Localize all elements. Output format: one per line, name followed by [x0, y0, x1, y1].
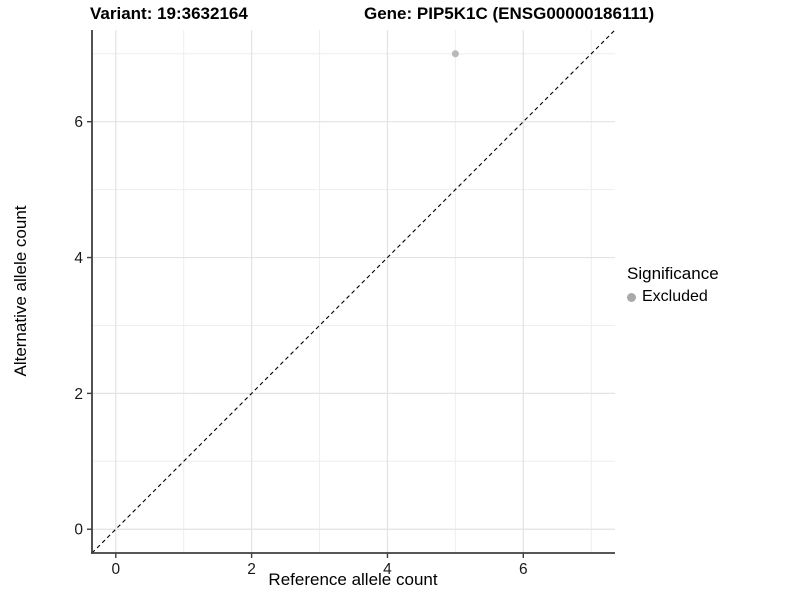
svg-text:6: 6: [74, 114, 83, 131]
svg-text:0: 0: [111, 561, 120, 578]
variant-title: Variant: 19:3632164: [90, 4, 248, 23]
svg-text:2: 2: [74, 386, 83, 403]
svg-text:0: 0: [74, 522, 83, 539]
legend-entry-excluded: Excluded: [627, 288, 719, 306]
svg-text:4: 4: [383, 561, 392, 578]
svg-text:6: 6: [519, 561, 528, 578]
axis-ticks: [87, 120, 525, 558]
grid-major: [92, 30, 615, 553]
legend-point-icon: [627, 292, 636, 302]
y-tick-labels: 0 2 4 6: [74, 114, 83, 539]
legend: Significance Excluded: [627, 263, 719, 306]
x-tick-labels: 0 2 4 6: [111, 561, 527, 578]
legend-title: Significance: [627, 264, 719, 283]
x-axis-title: Reference allele count: [268, 570, 438, 589]
axis-lines: [91, 30, 615, 554]
gene-title: Gene: PIP5K1C (ENSG00000186111): [364, 4, 655, 23]
legend-entry-label: Excluded: [642, 288, 708, 305]
svg-text:4: 4: [74, 250, 83, 267]
data-point-excluded: [451, 50, 459, 58]
svg-text:2: 2: [247, 561, 256, 578]
grid-minor: [92, 30, 615, 553]
identity-line: [91, 29, 616, 554]
y-axis-title: Alternative allele count: [11, 205, 30, 377]
